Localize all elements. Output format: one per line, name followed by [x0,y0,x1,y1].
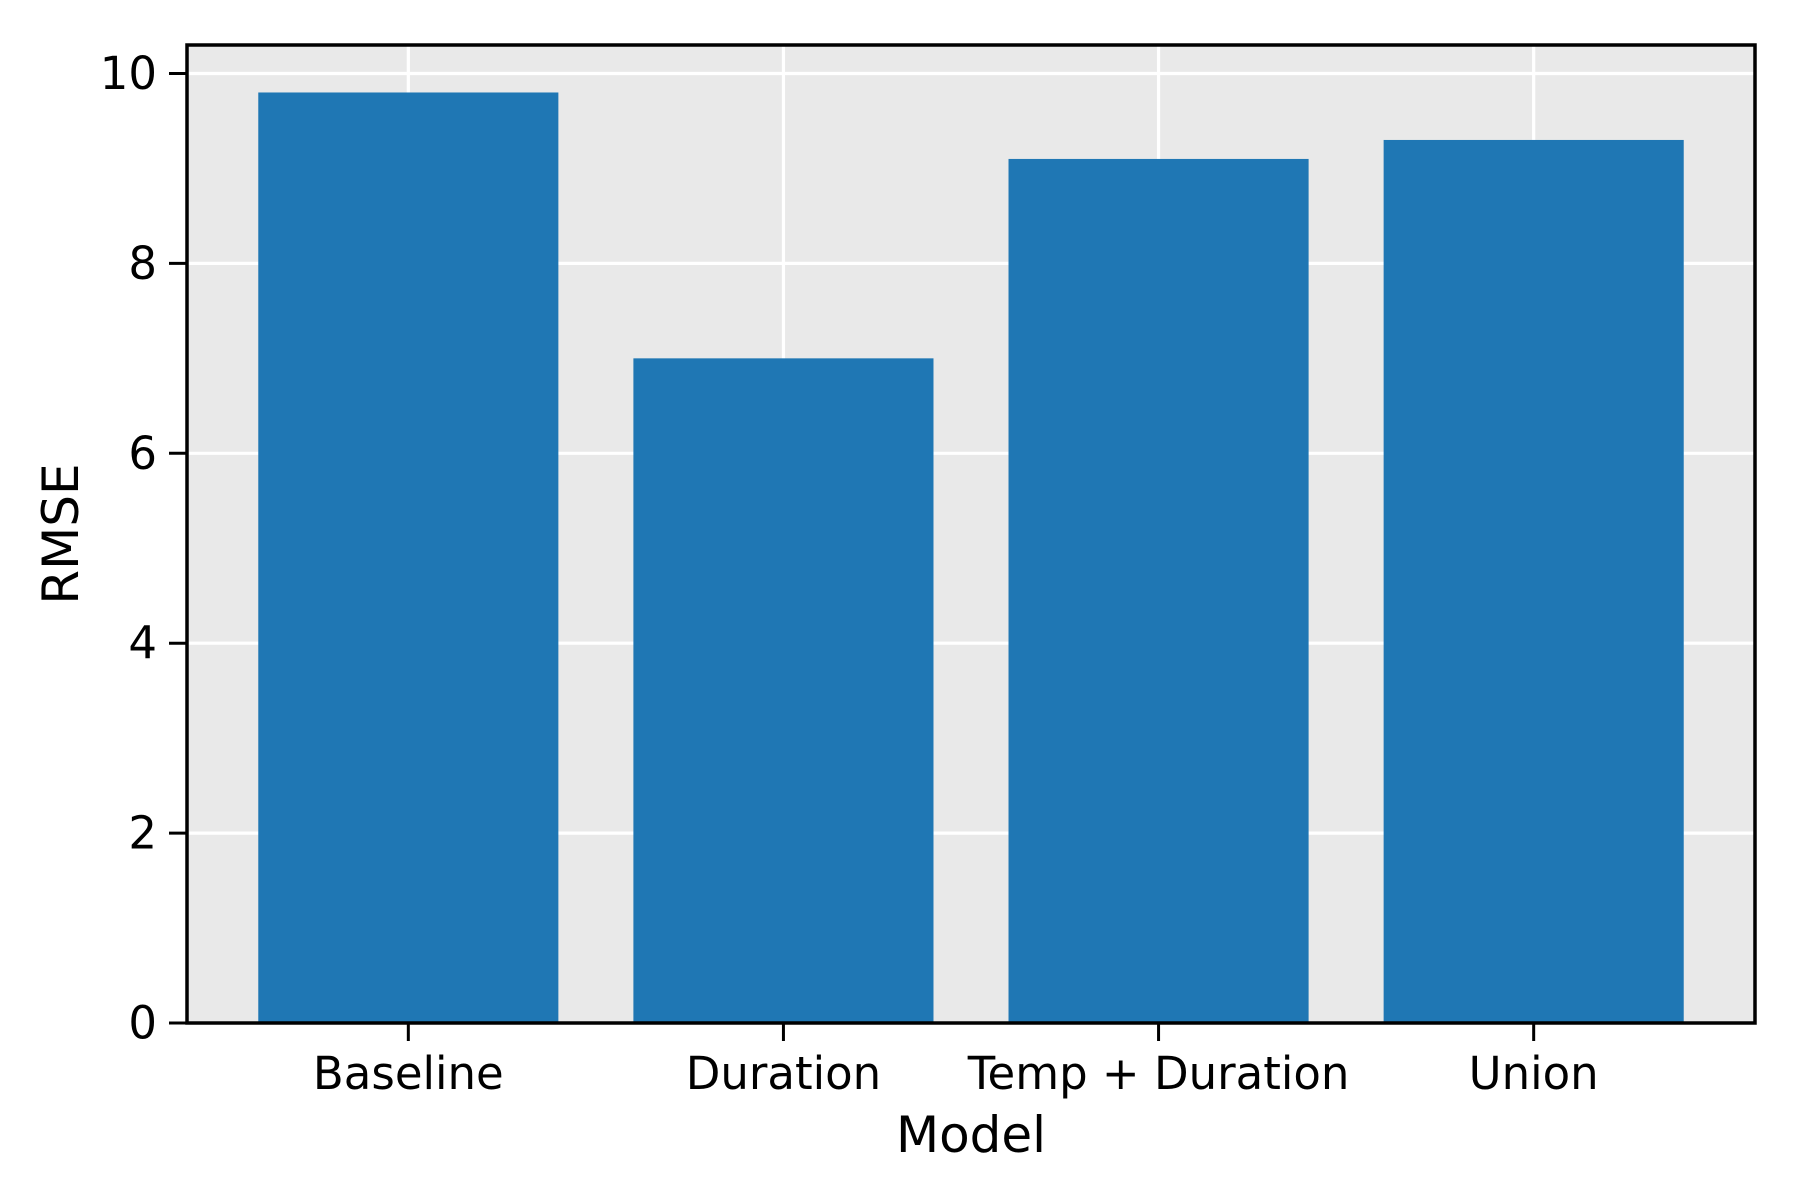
x-tick-label: Duration [686,1047,881,1100]
y-tick-label: 8 [128,237,157,290]
y-tick-label: 6 [128,427,157,480]
bar-duration [633,358,934,1023]
x-axis-label: Model [896,1106,1046,1164]
y-tick-label: 10 [100,47,157,100]
x-tick-label: Temp + Duration [967,1047,1350,1100]
axes-spines [185,43,1757,1025]
bar-union [1383,139,1684,1023]
y-tick-label: 2 [128,807,157,860]
y-tick-label: 4 [128,617,157,670]
x-tick-label: Union [1469,1047,1599,1100]
bar-baseline [258,92,559,1024]
bar-temp-duration [1008,158,1309,1023]
x-tick-label: Baseline [313,1047,504,1100]
y-tick-label: 0 [128,997,157,1050]
y-axis-label: RMSE [32,463,90,604]
